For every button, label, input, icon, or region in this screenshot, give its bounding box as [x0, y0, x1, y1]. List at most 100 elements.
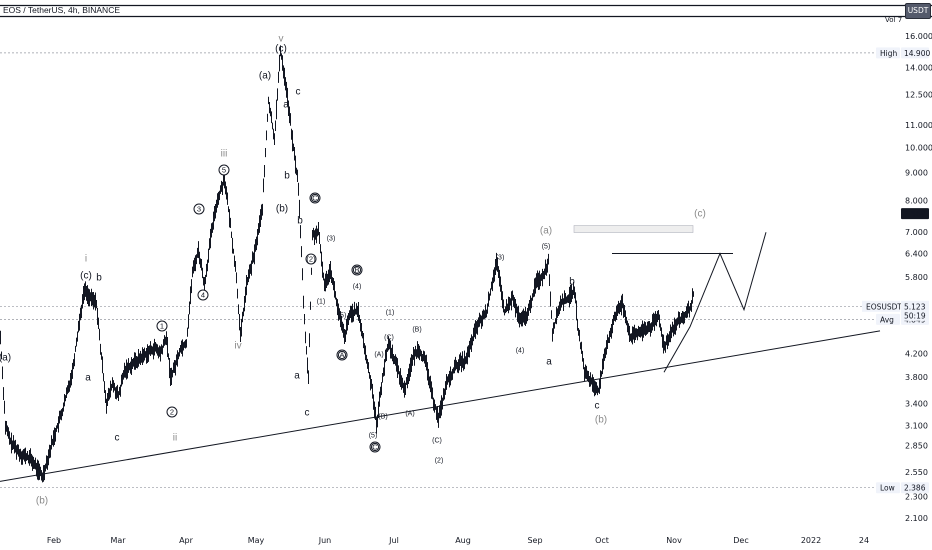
wave-label: b [569, 277, 575, 288]
low-badge-value: 2.386 [904, 484, 926, 493]
x-tick-label: Apr [179, 536, 194, 545]
avg-badge-label: Avg [880, 315, 894, 324]
wave-label-circled: 2 [166, 406, 178, 418]
x-tick-label: Nov [666, 536, 682, 545]
x-tick-label: Jun [318, 536, 332, 545]
wave-label: (A) [405, 411, 414, 418]
wave-label: (B) [412, 327, 421, 334]
wave-label: (c) [694, 209, 706, 220]
symbol-price-value: 5.123 [904, 302, 926, 311]
wave-label: (2) [435, 458, 444, 465]
wave-label: (A) [374, 352, 383, 359]
wave-label-circled: C [309, 192, 321, 204]
y-tick-label: 9.000 [905, 169, 928, 178]
x-tick-label: Mar [110, 536, 126, 545]
wave-label-text: (2) [306, 255, 316, 264]
wave-label-circled: A [336, 349, 348, 361]
wave-label: a [85, 373, 91, 384]
wave-label-circled: 5 [218, 164, 230, 176]
wave-label: (5) [369, 433, 378, 440]
y-tick-label: 2.850 [905, 442, 928, 451]
last-price-badge-value: 7.569 [904, 210, 926, 219]
wave-label: b [297, 216, 303, 227]
y-tick-label: 3.100 [905, 422, 928, 431]
symbol-title[interactable]: EOS / TetherUS, 4h, BINANCE [3, 5, 120, 15]
wave-label-text: 4 [201, 291, 205, 300]
price-series [0, 45, 694, 483]
wave-label-text: 1 [160, 322, 164, 331]
wave-label: (B) [378, 414, 387, 421]
x-tick-label: 2022 [801, 536, 821, 545]
wave-label-circled: 3 [193, 203, 205, 215]
x-tick-label: May [248, 536, 265, 545]
x-tick-label: 24 [859, 536, 869, 545]
low-badge-label: Low [880, 484, 895, 493]
wave-label-text: 2 [170, 408, 174, 417]
y-tick-label: 4.200 [905, 349, 928, 358]
wave-label: (b) [595, 415, 607, 426]
wave-label: (C) [384, 335, 394, 342]
wave-label: (a) [540, 226, 552, 237]
y-tick-label: 16.000 [905, 32, 932, 41]
wave-label: (4) [516, 348, 525, 355]
y-tick-label: 3.400 [905, 400, 928, 409]
high-badge: High 14.900 [876, 47, 930, 59]
high-badge-label: High [880, 49, 897, 58]
x-axis[interactable]: Feb Mar Apr May Jun Jul Aug Sep Oct Nov Dec 2022 24 [47, 536, 869, 545]
wave-label: i [85, 254, 87, 265]
wave-label: (a) [259, 71, 271, 82]
x-tick-label: Dec [733, 536, 748, 545]
wave-label: (a) [0, 353, 11, 364]
wave-label: (1) [317, 299, 326, 306]
y-tick-label: 6.400 [905, 249, 928, 258]
wave-label: (b) [276, 204, 288, 215]
y-tick-label: 3.800 [905, 373, 928, 382]
wave-label: (c) [80, 271, 92, 282]
wave-label: (C) [432, 438, 442, 445]
y-tick-label: 2.300 [905, 492, 928, 501]
y-tick-label: 2.550 [905, 468, 928, 477]
wave-label: v [279, 34, 284, 45]
countdown-value: 50:19 [904, 311, 926, 320]
y-tick-label: 2.100 [905, 514, 928, 523]
wave-label: ii [173, 433, 177, 444]
currency-button[interactable]: USDT [905, 3, 931, 19]
wave-label: (5) [338, 313, 347, 320]
target-zone-box[interactable] [573, 225, 694, 233]
x-tick-label: Oct [595, 536, 609, 545]
symbol-label: EOSUSDT [866, 302, 902, 311]
wave-label-text: 5 [222, 166, 226, 175]
volume-label: Vol 7 [885, 16, 903, 24]
wave-label-circled: 1 [156, 320, 168, 332]
wave-label: b [96, 273, 102, 284]
y-tick-label: 14.000 [905, 64, 932, 73]
wave-label: (1) [386, 310, 395, 317]
wave-label: c [296, 87, 301, 98]
high-badge-value: 14.900 [904, 49, 930, 58]
wave-label: (3) [496, 255, 505, 262]
wave-label: a [546, 357, 552, 368]
wave-label-circled: C [369, 441, 381, 453]
wave-label-text: 3 [197, 205, 201, 214]
y-tick-label: 10.000 [905, 144, 932, 153]
x-tick-label: Sep [527, 536, 542, 545]
wave-label-text: C [312, 194, 318, 203]
y-tick-label: 8.000 [905, 197, 928, 206]
y-tick-label: 12.500 [905, 91, 932, 100]
wave-label: a [283, 100, 289, 111]
last-price-badge: 7.569 [901, 208, 929, 220]
wave-label-text: B [354, 266, 359, 275]
wave-label: (3) [327, 236, 336, 243]
x-tick-label: Jul [388, 536, 399, 545]
wave-label: a [294, 371, 300, 382]
wave-label-circled: B [351, 264, 363, 276]
wave-label: c [595, 401, 600, 412]
wave-label: iv [234, 341, 241, 352]
wave-label: b [284, 171, 290, 182]
y-axis[interactable]: 16.000 14.000 12.500 11.000 10.000 9.000 8.000… [905, 32, 932, 523]
wave-label: (b) [36, 496, 48, 507]
wave-label: iii [221, 149, 228, 160]
